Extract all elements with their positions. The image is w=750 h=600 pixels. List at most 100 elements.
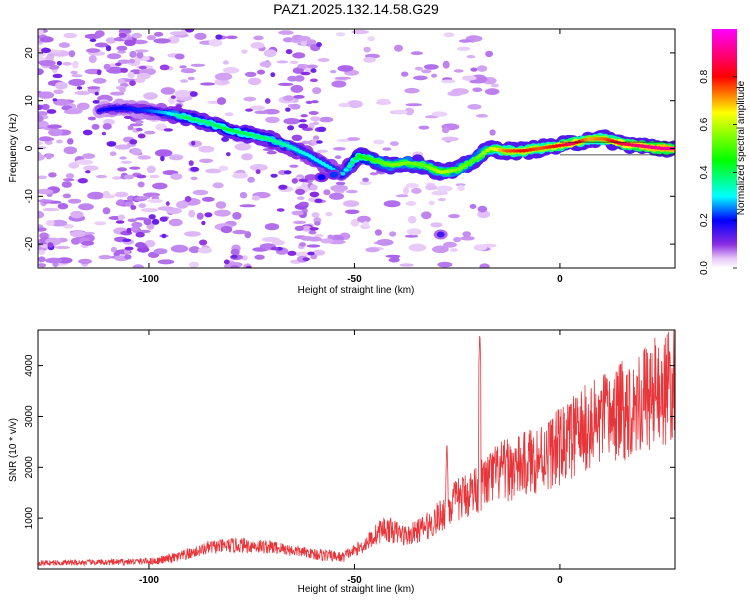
- heatmap-noise-cell: [179, 65, 187, 69]
- heatmap-noise-cell: [216, 97, 227, 105]
- heatmap-noise-cell: [363, 57, 376, 63]
- heatmap-noise-cell: [245, 108, 253, 112]
- heatmap-noise-cell: [144, 239, 156, 248]
- heatmap-noise-cell: [308, 122, 315, 129]
- colorbar-ticks: 0.0 0.2 0.4 0.6 0.8: [699, 69, 737, 275]
- heatmap-noise-cell: [76, 86, 83, 90]
- heatmap-noise-cell: [389, 141, 399, 147]
- heatmap-noise-cell: [306, 64, 318, 69]
- heatmap-noise-cell: [443, 241, 457, 248]
- heatmap-noise-cell: [189, 91, 198, 97]
- heatmap-noise-cell: [335, 32, 346, 37]
- x-tick-label: 0: [557, 575, 563, 586]
- heatmap-noise-cell: [161, 233, 167, 239]
- heatmap-noise-cell: [163, 128, 173, 132]
- heatmap-noise-cell: [469, 204, 477, 209]
- heatmap-noise-cell: [187, 76, 195, 81]
- heatmap-noise-cell: [457, 185, 465, 191]
- heatmap-noise-cell: [129, 139, 138, 145]
- heatmap-noise-cell: [62, 178, 75, 182]
- heatmap-noise-cell: [287, 250, 297, 256]
- heatmap-noise-cell: [65, 173, 75, 179]
- x-tick-label: -50: [347, 274, 362, 285]
- x-tick-label: -100: [139, 274, 159, 285]
- heatmap-noise-cell: [394, 44, 403, 52]
- heatmap-noise-cell: [347, 137, 360, 141]
- heatmap-noise-cell: [215, 34, 223, 40]
- heatmap-noise-cell: [138, 203, 147, 209]
- heatmap-noise-cell: [298, 178, 309, 183]
- heatmap-noise-cell: [301, 182, 308, 190]
- heatmap-noise-cell: [230, 265, 240, 268]
- heatmap-noise-cell: [201, 220, 206, 226]
- heatmap-noise-cell: [38, 115, 44, 122]
- heatmap-noise-cell: [325, 212, 333, 217]
- heatmap-noise-cell: [105, 45, 112, 52]
- heatmap-noise-cell: [477, 205, 488, 213]
- heatmap-noise-cell: [199, 158, 214, 163]
- ridge-core: [475, 155, 481, 160]
- heatmap-noise-cell: [169, 154, 184, 161]
- heatmap-noise-cell: [232, 172, 248, 179]
- heatmap-noise-cell: [180, 68, 197, 74]
- heatmap-noise-cell: [405, 103, 423, 107]
- heatmap-noise-cell: [264, 98, 271, 104]
- heatmap-noise-cell: [47, 242, 54, 248]
- heatmap-noise-cell: [226, 152, 231, 157]
- heatmap-noise-cell: [220, 226, 233, 234]
- heatmap-noise-cell: [403, 186, 409, 195]
- heatmap-noise-cell: [78, 258, 92, 264]
- heatmap-noise-cell: [128, 58, 136, 64]
- heatmap-noise-cell: [85, 170, 91, 174]
- heatmap-noise-cell: [106, 141, 117, 147]
- heatmap-noise-cell: [428, 200, 435, 206]
- heatmap-noise-cell: [38, 60, 56, 67]
- heatmap-noise-cell: [479, 263, 490, 268]
- heatmap-noise-cell: [212, 182, 224, 189]
- heatmap-noise-cell: [410, 51, 423, 56]
- heatmap-noise-cell: [135, 217, 148, 221]
- heatmap-noise-cell: [432, 245, 449, 254]
- heatmap-noise-cell: [135, 231, 145, 238]
- heatmap-noise-cell: [331, 80, 347, 88]
- heatmap-noise-cell: [310, 68, 317, 73]
- heatmap-noise-cell: [127, 218, 138, 223]
- heatmap-noise-cell: [45, 153, 53, 160]
- heatmap-noise-cell: [323, 189, 331, 196]
- heatmap-noise-cell: [247, 77, 262, 86]
- heatmap-noise-cell: [362, 221, 370, 228]
- heatmap-noise-cell: [298, 123, 309, 129]
- heatmap-noise-cell: [132, 39, 148, 45]
- heatmap-noise-cell: [299, 242, 306, 247]
- heatmap-noise-cell: [98, 255, 112, 260]
- heatmap-noise-cell: [367, 36, 375, 42]
- heatmap-noise-cell: [174, 89, 191, 98]
- heatmap-noise-cell: [94, 91, 99, 96]
- heatmap-noise-cell: [292, 52, 306, 59]
- heatmap-noise-cell: [411, 187, 422, 194]
- heatmap-noise-cell: [160, 87, 176, 95]
- heatmap-noise-cell: [451, 88, 469, 95]
- heatmap-noise-cell: [254, 110, 269, 115]
- heatmap-noise-cell: [241, 49, 248, 54]
- heatmap-noise-cell: [47, 124, 62, 129]
- heatmap-noise-cell: [230, 248, 240, 256]
- heatmap-noise-cell: [295, 188, 306, 195]
- heatmap-noise-cell: [38, 29, 44, 36]
- heatmap-noise-cell: [117, 50, 127, 54]
- heatmap-noise-cell: [491, 83, 499, 88]
- heatmap-noise-cell: [122, 238, 132, 242]
- heatmap-noise-cell: [376, 100, 392, 105]
- heatmap-noise-cell: [300, 114, 308, 118]
- heatmap-noise-cell: [89, 38, 97, 42]
- heatmap-noise-cell: [270, 173, 278, 178]
- heatmap-noise-cell: [307, 251, 315, 256]
- heatmap-noise-cell: [298, 36, 311, 41]
- heatmap-noise-cell: [168, 218, 183, 227]
- heatmap-noise-cell: [91, 123, 100, 130]
- heatmap-noise-cell: [308, 236, 322, 242]
- heatmap-noise-cell: [243, 96, 257, 102]
- heatmap-noise-cell: [337, 65, 354, 72]
- heatmap-noise-cell: [63, 146, 78, 155]
- heatmap-noise-cell: [291, 210, 304, 216]
